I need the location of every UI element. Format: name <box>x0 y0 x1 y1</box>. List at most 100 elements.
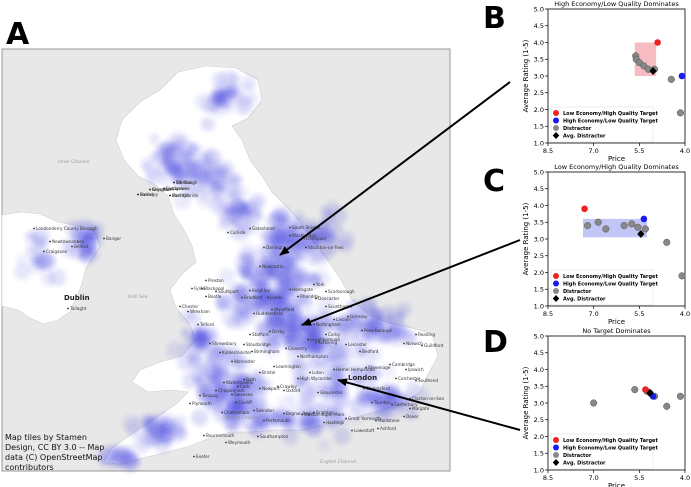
panel-label-b: B <box>483 1 506 36</box>
y-tick-label: 4.5 <box>534 22 544 30</box>
density-dot <box>257 254 270 267</box>
x-tick-label: 7.0 <box>588 310 598 318</box>
density-dot <box>35 240 47 253</box>
legend-marker <box>553 273 559 279</box>
place-marker <box>391 403 393 406</box>
place-label: Fylde <box>194 286 205 291</box>
place-label: Bangor <box>106 236 121 241</box>
legend-label: Avg. Distractor <box>563 460 606 466</box>
place-marker <box>307 338 309 341</box>
place-marker <box>305 246 307 249</box>
density-dot <box>320 205 331 217</box>
place-label: Coventry <box>288 346 308 351</box>
place-label: Southport <box>218 289 239 294</box>
place-marker <box>289 234 291 237</box>
place-label: Weymouth <box>228 440 251 445</box>
place-marker <box>309 371 311 374</box>
density-dot <box>329 206 348 224</box>
legend-marker <box>553 288 559 294</box>
sea-label: Inner Channel <box>58 159 90 165</box>
y-tick-label: 3.0 <box>534 399 544 407</box>
density-dot <box>358 394 370 406</box>
panel-label-c: C <box>483 164 505 199</box>
place-marker <box>209 342 211 345</box>
distractor-point <box>676 109 684 117</box>
place-marker <box>289 288 291 291</box>
place-label: Birmingham <box>254 349 280 354</box>
place-label: Dover <box>406 414 419 419</box>
place-marker <box>415 379 417 382</box>
x-tick-label: 5.5 <box>634 474 644 482</box>
density-dot <box>310 335 327 352</box>
panel-label-d: D <box>483 325 508 360</box>
place-label: Stourbridge <box>246 342 271 347</box>
place-label: Swansea <box>234 392 253 397</box>
place-marker <box>323 421 325 424</box>
y-tick-label: 2.0 <box>534 433 544 441</box>
legend-label: Distractor <box>563 453 592 459</box>
x-tick-label: 7.0 <box>588 474 598 482</box>
place-marker <box>173 181 175 184</box>
place-label: Scarborough <box>328 289 355 294</box>
place-marker <box>359 350 361 353</box>
place-label: Colchester <box>398 376 421 381</box>
place-label: Southampton <box>260 434 289 439</box>
density-dot <box>227 186 240 199</box>
avg-distractor-point <box>649 66 657 75</box>
place-label: Portsmouth <box>266 418 290 423</box>
density-dot <box>15 252 29 266</box>
place-marker <box>43 250 45 253</box>
y-tick-label: 5.0 <box>534 332 544 340</box>
place-marker <box>219 351 221 354</box>
density-dot <box>400 329 418 347</box>
distractor-point <box>663 238 671 246</box>
density-dot <box>235 97 253 116</box>
y-tick-label: 3.5 <box>534 219 544 227</box>
place-label: Oxford <box>286 388 300 393</box>
place-marker <box>263 246 265 249</box>
place-marker <box>201 287 203 290</box>
place-label: Gateshead <box>252 226 275 231</box>
density-dot <box>208 336 223 351</box>
place-label: Bath <box>246 377 256 382</box>
place-label: Waterlooville <box>226 380 254 385</box>
density-dot <box>352 343 367 357</box>
y-tick-label: 1.0 <box>534 139 544 147</box>
place-label: Glasgow <box>152 187 170 192</box>
legend-marker <box>553 280 559 287</box>
chart-title: Low Economy/High Quality Dominates <box>554 163 679 171</box>
place-marker <box>283 412 285 415</box>
density-dot <box>233 357 247 370</box>
place-label: Wrexham <box>190 309 210 314</box>
place-label: Merthyr <box>172 193 189 198</box>
place-label: Crawley <box>280 384 297 389</box>
distractor-point <box>663 402 671 410</box>
density-dot <box>262 320 276 334</box>
y-tick-label: 3.0 <box>534 72 544 80</box>
density-dot <box>159 174 171 186</box>
density-dot <box>332 223 344 235</box>
x-tick-label: 5.5 <box>634 147 644 155</box>
place-label: Exeter <box>196 454 210 459</box>
place-label: Peterborough <box>364 328 393 333</box>
place-label: Margate <box>412 406 430 411</box>
place-label: Plymouth <box>192 401 212 406</box>
density-dot <box>315 361 327 373</box>
place-label: Keynsham <box>152 187 174 192</box>
place-label: Huddersfield <box>256 311 283 316</box>
legend-marker <box>553 452 559 458</box>
place-label: Guildford <box>424 343 444 348</box>
density-dot <box>143 423 156 436</box>
density-dot <box>312 250 326 264</box>
legend-label: High Economy/Low Quality Target <box>563 445 658 451</box>
place-label: Canterbury <box>394 402 418 407</box>
place-label: Leicester <box>348 342 367 347</box>
population-density-dots <box>14 70 430 473</box>
density-dot <box>224 403 238 417</box>
place-marker <box>325 333 327 336</box>
density-dot <box>251 195 266 210</box>
legend-label: Low Economy/High Quality Target <box>563 274 658 280</box>
density-dot <box>364 325 383 343</box>
y-tick-label: 4.0 <box>534 202 544 210</box>
place-marker <box>259 387 261 390</box>
